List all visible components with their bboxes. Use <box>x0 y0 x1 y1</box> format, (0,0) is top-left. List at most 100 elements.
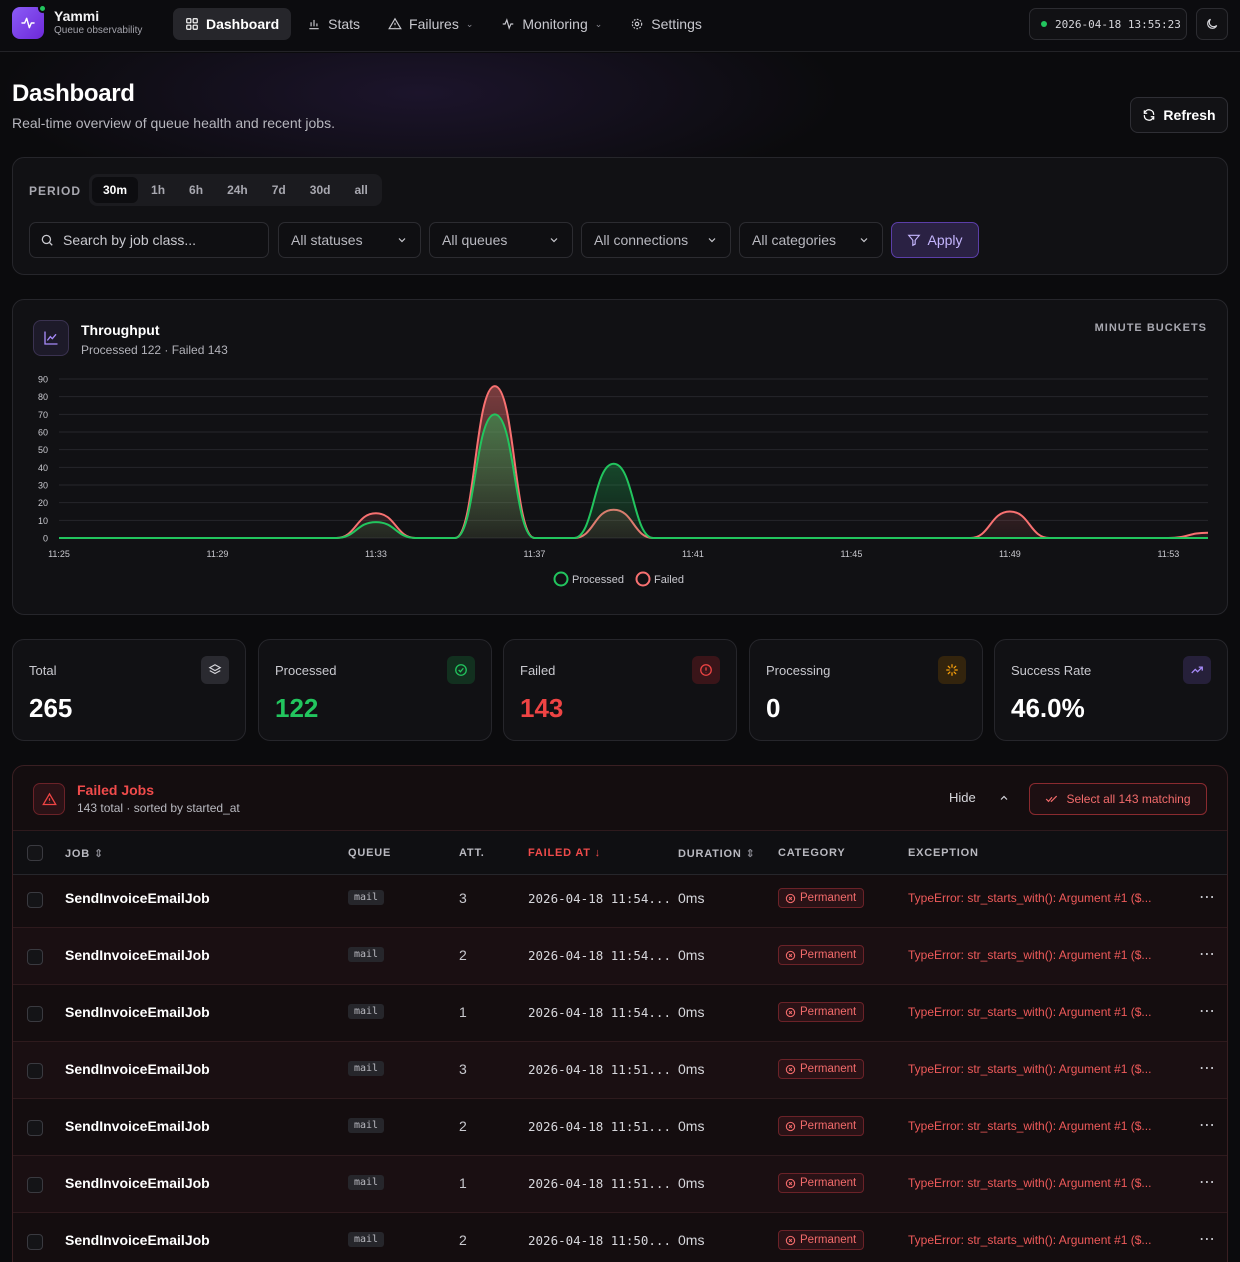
column-header-failed-at[interactable]: FAILED AT ↓ <box>528 847 601 859</box>
job-name[interactable]: SendInvoiceEmailJob <box>65 947 210 963</box>
job-name[interactable]: SendInvoiceEmailJob <box>65 1061 210 1077</box>
refresh-button[interactable]: Refresh <box>1130 97 1228 133</box>
hide-label: Hide <box>949 790 976 805</box>
column-header-queue: QUEUE <box>348 847 392 859</box>
x-circle-icon <box>785 1007 796 1017</box>
period-option-1h[interactable]: 1h <box>151 183 166 197</box>
category-select[interactable]: All categories <box>739 222 883 258</box>
table-row[interactable]: SendInvoiceEmailJob mail 2 2026-04-18 11:50… <box>13 1213 1227 1262</box>
x-tick-label: 11:25 <box>48 549 70 559</box>
category-label: Permanent <box>800 1120 857 1132</box>
job-name[interactable]: SendInvoiceEmailJob <box>65 1004 210 1020</box>
more-actions-icon[interactable]: ⋯ <box>1199 946 1216 963</box>
page-title: Dashboard <box>12 80 135 107</box>
status-select[interactable]: All statuses <box>278 222 421 258</box>
category-label: Permanent <box>800 1177 857 1189</box>
category-badge: Permanent <box>778 1116 865 1136</box>
hide-toggle-button[interactable]: Hide <box>949 790 1010 805</box>
chart-title: Throughput <box>81 322 160 338</box>
stat-value: 46.0% <box>1011 693 1085 723</box>
exception-message: TypeError: str_starts_with(): Argument #… <box>908 1176 1152 1190</box>
row-checkbox[interactable] <box>27 892 43 908</box>
queue-badge: mail <box>348 1061 385 1076</box>
y-tick-label: 50 <box>38 445 48 455</box>
arrow-down-icon: ↓ <box>594 847 601 859</box>
period-option-30m[interactable]: 30m <box>92 177 139 203</box>
job-name[interactable]: SendInvoiceEmailJob <box>65 1175 210 1191</box>
x-tick-label: 11:41 <box>682 549 704 559</box>
queue-select[interactable]: All queues <box>429 222 573 258</box>
bar-chart-icon <box>309 19 319 30</box>
period-option-30d[interactable]: 30d <box>309 183 331 197</box>
row-checkbox[interactable] <box>27 1177 43 1193</box>
queue-badge: mail <box>348 890 385 905</box>
more-actions-icon[interactable]: ⋯ <box>1199 1003 1216 1020</box>
period-option-6h[interactable]: 6h <box>189 183 204 197</box>
job-name[interactable]: SendInvoiceEmailJob <box>65 1232 210 1248</box>
chevron-down-icon <box>860 238 868 243</box>
stat-value: 143 <box>520 693 564 723</box>
check-double-icon <box>1046 795 1058 803</box>
more-actions-icon[interactable]: ⋯ <box>1199 1231 1216 1248</box>
period-option-all[interactable]: all <box>354 183 368 197</box>
y-tick-label: 60 <box>38 428 48 438</box>
check-circle-icon <box>447 656 475 684</box>
more-actions-icon[interactable]: ⋯ <box>1199 1117 1216 1134</box>
queue-badge: mail <box>348 947 385 962</box>
stat-label: Success Rate <box>1011 663 1092 678</box>
select-all-checkbox[interactable] <box>27 845 43 861</box>
duration: 0ms <box>678 1061 705 1077</box>
duration: 0ms <box>678 1118 705 1134</box>
table-row[interactable]: SendInvoiceEmailJob mail 2 2026-04-18 11:51… <box>13 1099 1227 1156</box>
duration: 0ms <box>678 1232 705 1248</box>
select-all-matching-button[interactable]: Select all 143 matching <box>1029 783 1207 815</box>
row-checkbox[interactable] <box>27 949 43 965</box>
column-header-duration[interactable]: DURATION ⇕ <box>678 848 756 860</box>
y-tick-label: 90 <box>38 375 48 385</box>
table-row[interactable]: SendInvoiceEmailJob mail 3 2026-04-18 11:51… <box>13 1042 1227 1099</box>
table-row[interactable]: SendInvoiceEmailJob mail 2 2026-04-18 11:54… <box>13 928 1227 985</box>
more-actions-icon[interactable]: ⋯ <box>1199 1174 1216 1191</box>
search-input[interactable]: Search by job class... <box>29 222 269 258</box>
row-checkbox[interactable] <box>27 1006 43 1022</box>
stat-label: Failed <box>520 663 556 678</box>
failed-at: 2026-04-18 11:50... <box>528 1233 671 1248</box>
duration: 0ms <box>678 890 705 906</box>
row-checkbox[interactable] <box>27 1234 43 1250</box>
queue-badge: mail <box>348 1118 385 1133</box>
chevron-down-icon: ⌄ <box>594 18 603 29</box>
apply-button[interactable]: Apply <box>891 222 979 258</box>
chevron-down-icon: ⌄ <box>465 18 474 29</box>
theme-toggle-button[interactable] <box>1196 8 1228 40</box>
more-actions-icon[interactable]: ⋯ <box>1199 889 1216 906</box>
y-tick-label: 70 <box>38 410 48 420</box>
x-tick-label: 11:37 <box>524 549 546 559</box>
nav-monitoring[interactable]: Monitoring ⌄ <box>489 8 614 40</box>
nav-stats[interactable]: Stats <box>295 8 372 40</box>
nav-label: Failures <box>409 16 459 32</box>
legend-label-processed: Processed <box>572 574 624 586</box>
stat-label: Total <box>29 663 57 678</box>
table-row[interactable]: SendInvoiceEmailJob mail 1 2026-04-18 11:54… <box>13 985 1227 1042</box>
row-checkbox[interactable] <box>27 1120 43 1136</box>
brand[interactable]: Yammi Queue observability <box>12 4 143 39</box>
job-name[interactable]: SendInvoiceEmailJob <box>65 890 210 906</box>
sort-icon: ⇕ <box>745 848 756 860</box>
chevron-up-icon <box>1000 795 1008 800</box>
nav-dashboard[interactable]: Dashboard <box>173 8 292 40</box>
brand-subtitle: Queue observability <box>54 25 143 36</box>
nav-settings[interactable]: Settings <box>618 8 714 40</box>
connection-select[interactable]: All connections <box>581 222 731 258</box>
nav-failures[interactable]: Failures ⌄ <box>376 8 485 40</box>
table-row[interactable]: SendInvoiceEmailJob mail 1 2026-04-18 11:51… <box>13 1156 1227 1213</box>
job-name[interactable]: SendInvoiceEmailJob <box>65 1118 210 1134</box>
failed-at: 2026-04-18 11:51... <box>528 1062 671 1077</box>
period-option-7d[interactable]: 7d <box>271 183 286 197</box>
table-row[interactable]: SendInvoiceEmailJob mail 3 2026-04-18 11:54… <box>13 871 1227 928</box>
warning-triangle-icon <box>33 783 65 815</box>
row-checkbox[interactable] <box>27 1063 43 1079</box>
more-actions-icon[interactable]: ⋯ <box>1199 1060 1216 1077</box>
category-label: Permanent <box>800 949 857 961</box>
column-header-job[interactable]: JOB ⇕ <box>65 848 104 860</box>
period-option-24h[interactable]: 24h <box>227 183 248 197</box>
